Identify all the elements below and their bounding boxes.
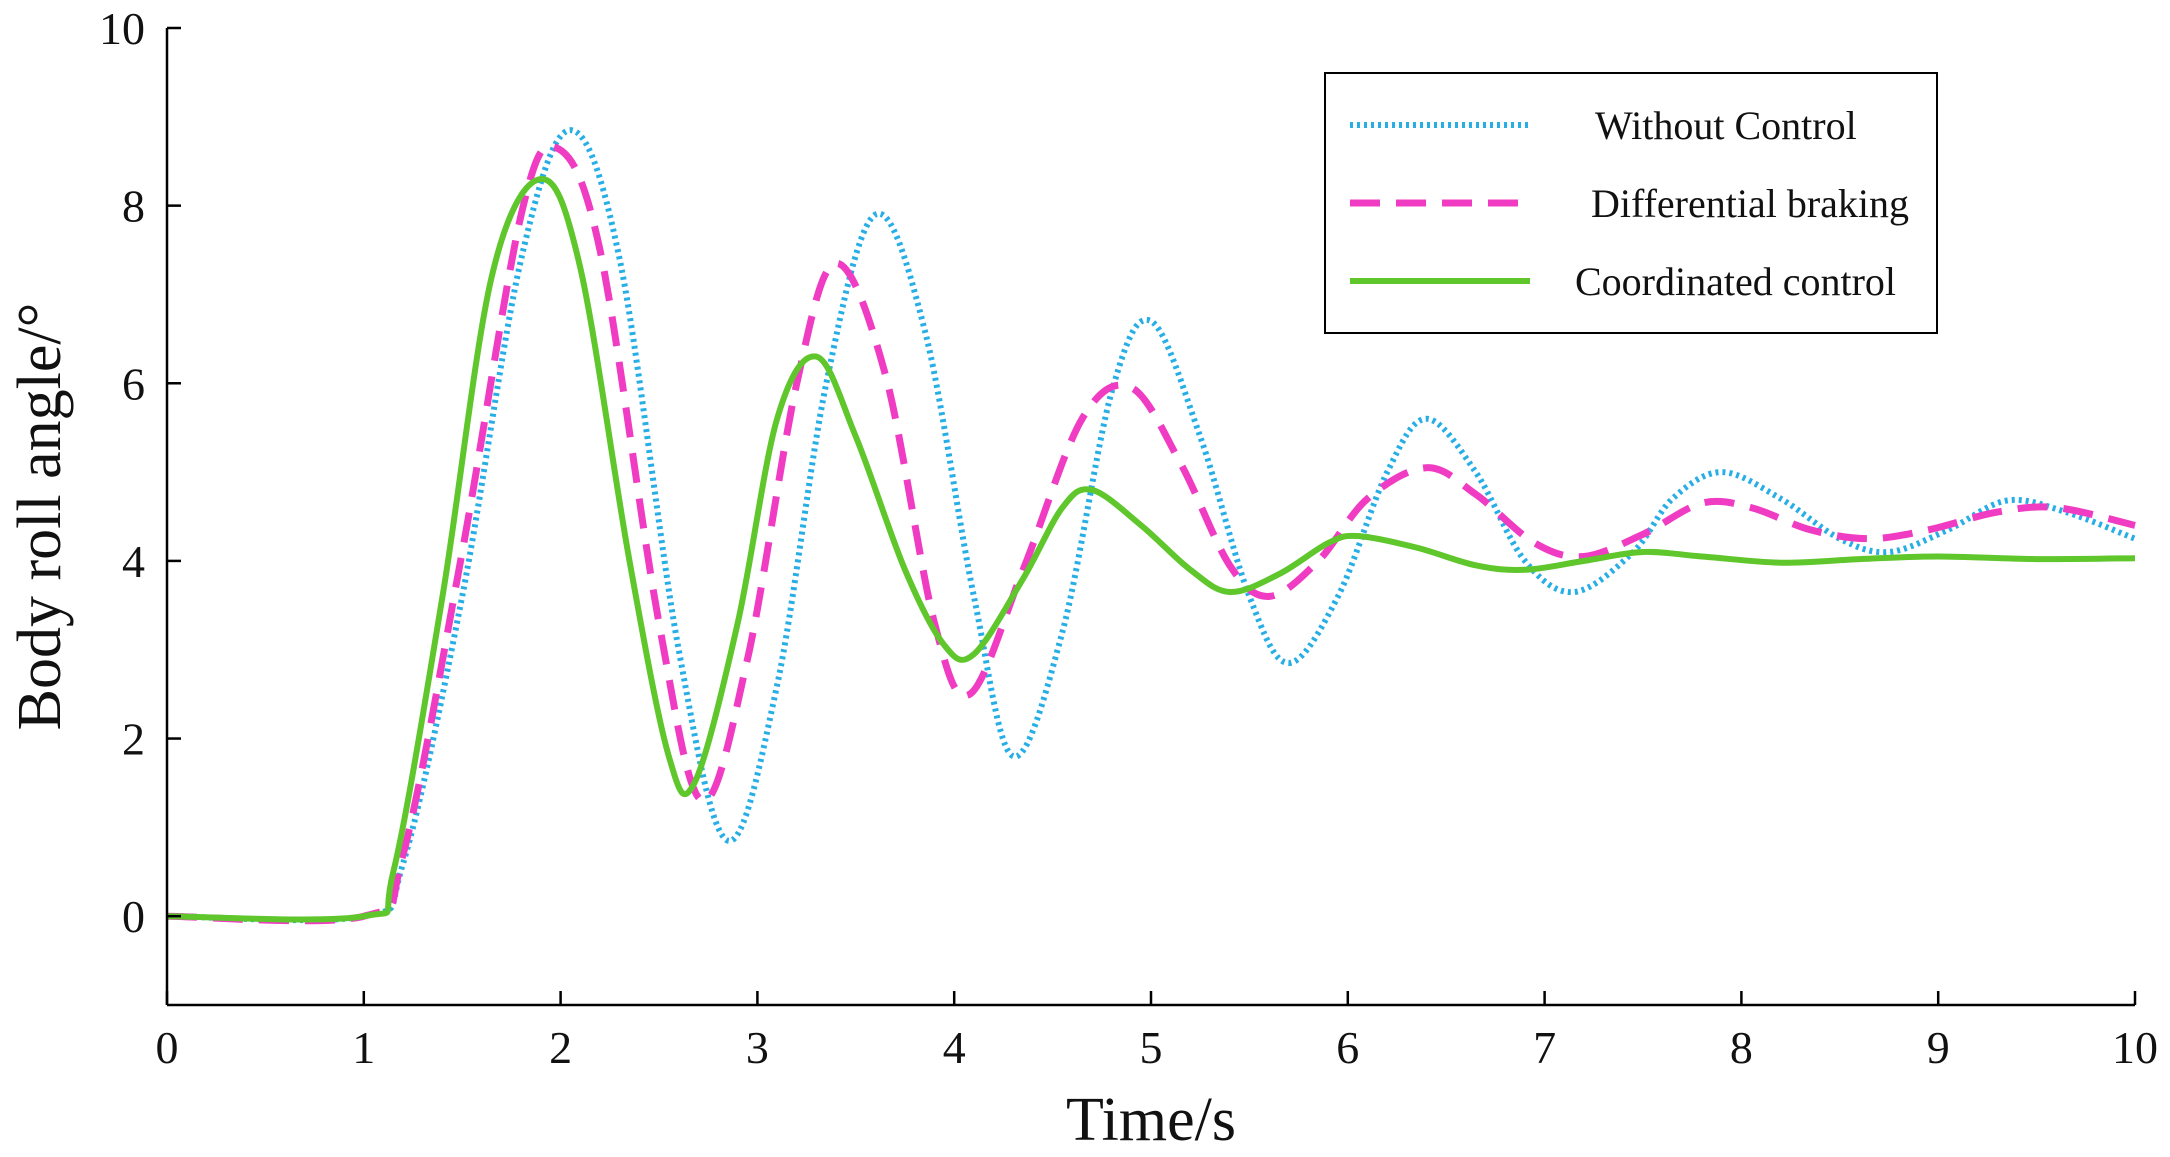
x-tick-label: 10 [2112,1022,2158,1073]
x-tick-label: 9 [1927,1022,1950,1073]
x-tick-label: 4 [943,1022,966,1073]
x-tick-label: 6 [1336,1022,1359,1073]
series-line-coordinated-control [166,176,2136,923]
legend-label-differential-braking: Differential braking [1591,181,1909,226]
legend-label-without-control: Without Control [1595,103,1857,148]
x-axis-title: Time/s [1066,1086,1236,1154]
series-layer [166,127,2137,925]
x-tick-label: 1 [352,1022,375,1073]
y-tick-label: 10 [99,3,145,54]
y-tick-label: 6 [122,358,145,409]
y-axis-title: Body roll angle/° [6,303,74,731]
y-tick-label: 0 [122,891,145,942]
x-ticks: 0 1 2 3 4 5 6 7 8 9 10 [156,991,2158,1073]
legend: Without Control Differential braking Coord… [1324,72,1938,334]
series-line-without-control [166,127,2137,924]
legend-label-coordinated-control: Coordinated control [1575,259,1896,304]
x-tick-label: 0 [156,1022,179,1073]
x-tick-label: 2 [549,1022,572,1073]
plot-area: 0 1 2 3 4 5 6 7 8 9 10 0 2 4 6 8 10 [99,3,2158,1073]
x-tick-label: 7 [1533,1022,1556,1073]
legend-box [1324,72,1938,334]
y-tick-label: 2 [122,714,145,765]
x-tick-label: 5 [1140,1022,1163,1073]
series-line-differential-braking [166,142,2136,925]
y-tick-label: 8 [122,181,145,232]
x-tick-label: 8 [1730,1022,1753,1073]
y-ticks: 0 2 4 6 8 10 [99,3,181,942]
y-tick-label: 4 [122,536,145,587]
x-tick-label: 3 [746,1022,769,1073]
